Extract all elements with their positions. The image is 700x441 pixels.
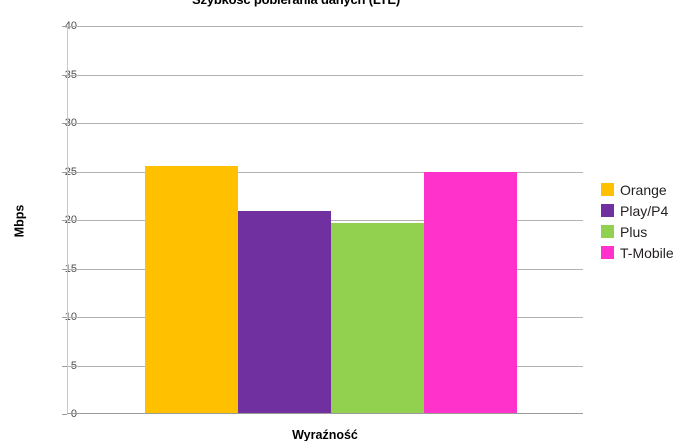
bar-plus xyxy=(331,222,424,414)
legend-item-label: Plus xyxy=(620,223,648,240)
gridline xyxy=(67,74,583,76)
x-axis-title: Wyraźność xyxy=(292,428,358,441)
legend-item[interactable]: Plus xyxy=(601,221,674,242)
y-axis-tick-mark xyxy=(62,123,67,124)
y-axis-tick-mark xyxy=(62,26,67,27)
legend-item[interactable]: Orange xyxy=(601,179,674,200)
legend-item[interactable]: T-Mobile xyxy=(601,242,674,263)
legend-swatch-plus xyxy=(601,225,614,238)
y-axis-title: Mbps xyxy=(12,204,27,237)
gridline xyxy=(67,26,583,27)
bar-orange xyxy=(145,165,238,414)
y-axis-tick-mark xyxy=(62,171,67,173)
y-axis-tick-mark xyxy=(62,74,67,76)
y-axis-line xyxy=(67,26,68,414)
legend-swatch-t-mobile xyxy=(601,246,614,259)
bar-t-mobile xyxy=(424,172,517,414)
legend-item-label: Play/P4 xyxy=(620,202,669,219)
y-axis-tick-mark xyxy=(62,220,67,221)
gridline xyxy=(67,123,583,124)
y-axis-tick-mark xyxy=(62,365,67,367)
y-axis-tick-mark xyxy=(62,317,67,318)
y-axis-tick-mark xyxy=(62,414,67,415)
legend-swatch-orange xyxy=(601,183,614,196)
chart-legend: Orange Play/P4 Plus T-Mobile xyxy=(601,179,674,263)
y-axis-tick-mark xyxy=(62,268,67,270)
plot-area xyxy=(67,26,583,414)
legend-item[interactable]: Play/P4 xyxy=(601,200,674,221)
x-axis-line xyxy=(67,413,583,414)
y-axis-tick-label: 0 xyxy=(70,408,77,420)
legend-swatch-play-p4 xyxy=(601,204,614,217)
legend-item-label: T-Mobile xyxy=(620,244,674,261)
bar-play-p4 xyxy=(238,211,331,414)
chart-title: Szybkość pobierania danych (LTE) xyxy=(0,0,592,7)
legend-item-label: Orange xyxy=(620,181,667,198)
gridline xyxy=(67,171,583,173)
